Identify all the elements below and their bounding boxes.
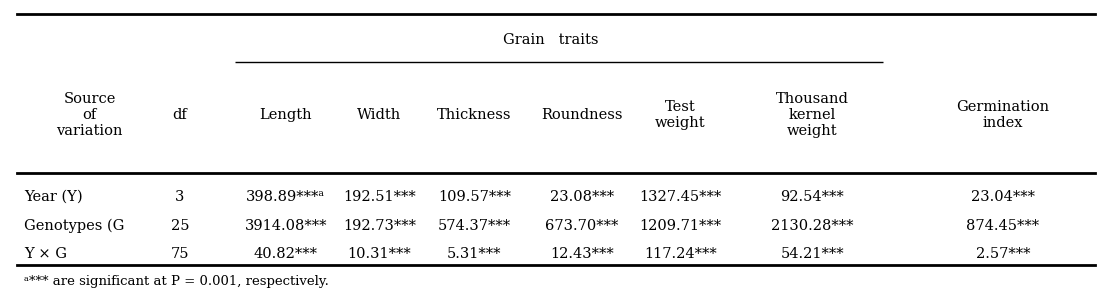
Text: 40.82***: 40.82*** bbox=[254, 247, 318, 261]
Text: 2.57***: 2.57*** bbox=[975, 247, 1030, 261]
Text: Thickness: Thickness bbox=[437, 108, 512, 122]
Text: ᵃ*** are significant at P = 0.001, respectively.: ᵃ*** are significant at P = 0.001, respe… bbox=[24, 275, 329, 288]
Text: 192.73***: 192.73*** bbox=[342, 219, 416, 233]
Text: 874.45***: 874.45*** bbox=[966, 219, 1040, 233]
Text: 12.43***: 12.43*** bbox=[550, 247, 614, 261]
Text: Length: Length bbox=[259, 108, 312, 122]
Text: 75: 75 bbox=[171, 247, 189, 261]
Text: Grain   traits: Grain traits bbox=[503, 33, 598, 47]
Text: 10.31***: 10.31*** bbox=[348, 247, 411, 261]
Text: 192.51***: 192.51*** bbox=[344, 190, 416, 204]
Text: Source
of
variation: Source of variation bbox=[57, 92, 122, 138]
Text: 92.54***: 92.54*** bbox=[781, 190, 844, 204]
Text: 2130.28***: 2130.28*** bbox=[771, 219, 853, 233]
Text: df: df bbox=[172, 108, 188, 122]
Text: 673.70***: 673.70*** bbox=[546, 219, 619, 233]
Text: Roundness: Roundness bbox=[542, 108, 623, 122]
Text: 398.89***ᵃ: 398.89***ᵃ bbox=[246, 190, 325, 204]
Text: Thousand
kernel
weight: Thousand kernel weight bbox=[776, 92, 848, 138]
Text: 54.21***: 54.21*** bbox=[781, 247, 844, 261]
Text: 3914.08***: 3914.08*** bbox=[245, 219, 327, 233]
Text: Genotypes (G: Genotypes (G bbox=[24, 218, 125, 233]
Text: Test
weight: Test weight bbox=[655, 100, 705, 130]
Text: 574.37***: 574.37*** bbox=[438, 219, 510, 233]
Text: 23.08***: 23.08*** bbox=[550, 190, 614, 204]
Text: Year (Y): Year (Y) bbox=[24, 190, 82, 204]
Text: 109.57***: 109.57*** bbox=[438, 190, 510, 204]
Text: 23.04***: 23.04*** bbox=[971, 190, 1035, 204]
Text: 25: 25 bbox=[171, 219, 189, 233]
Text: Y × G: Y × G bbox=[24, 247, 67, 261]
Text: 1209.71***: 1209.71*** bbox=[639, 219, 722, 233]
Text: 3: 3 bbox=[176, 190, 185, 204]
Text: 5.31***: 5.31*** bbox=[447, 247, 502, 261]
Text: 117.24***: 117.24*** bbox=[644, 247, 716, 261]
Text: Width: Width bbox=[357, 108, 401, 122]
Text: 1327.45***: 1327.45*** bbox=[639, 190, 722, 204]
Text: Germination
index: Germination index bbox=[956, 100, 1050, 130]
